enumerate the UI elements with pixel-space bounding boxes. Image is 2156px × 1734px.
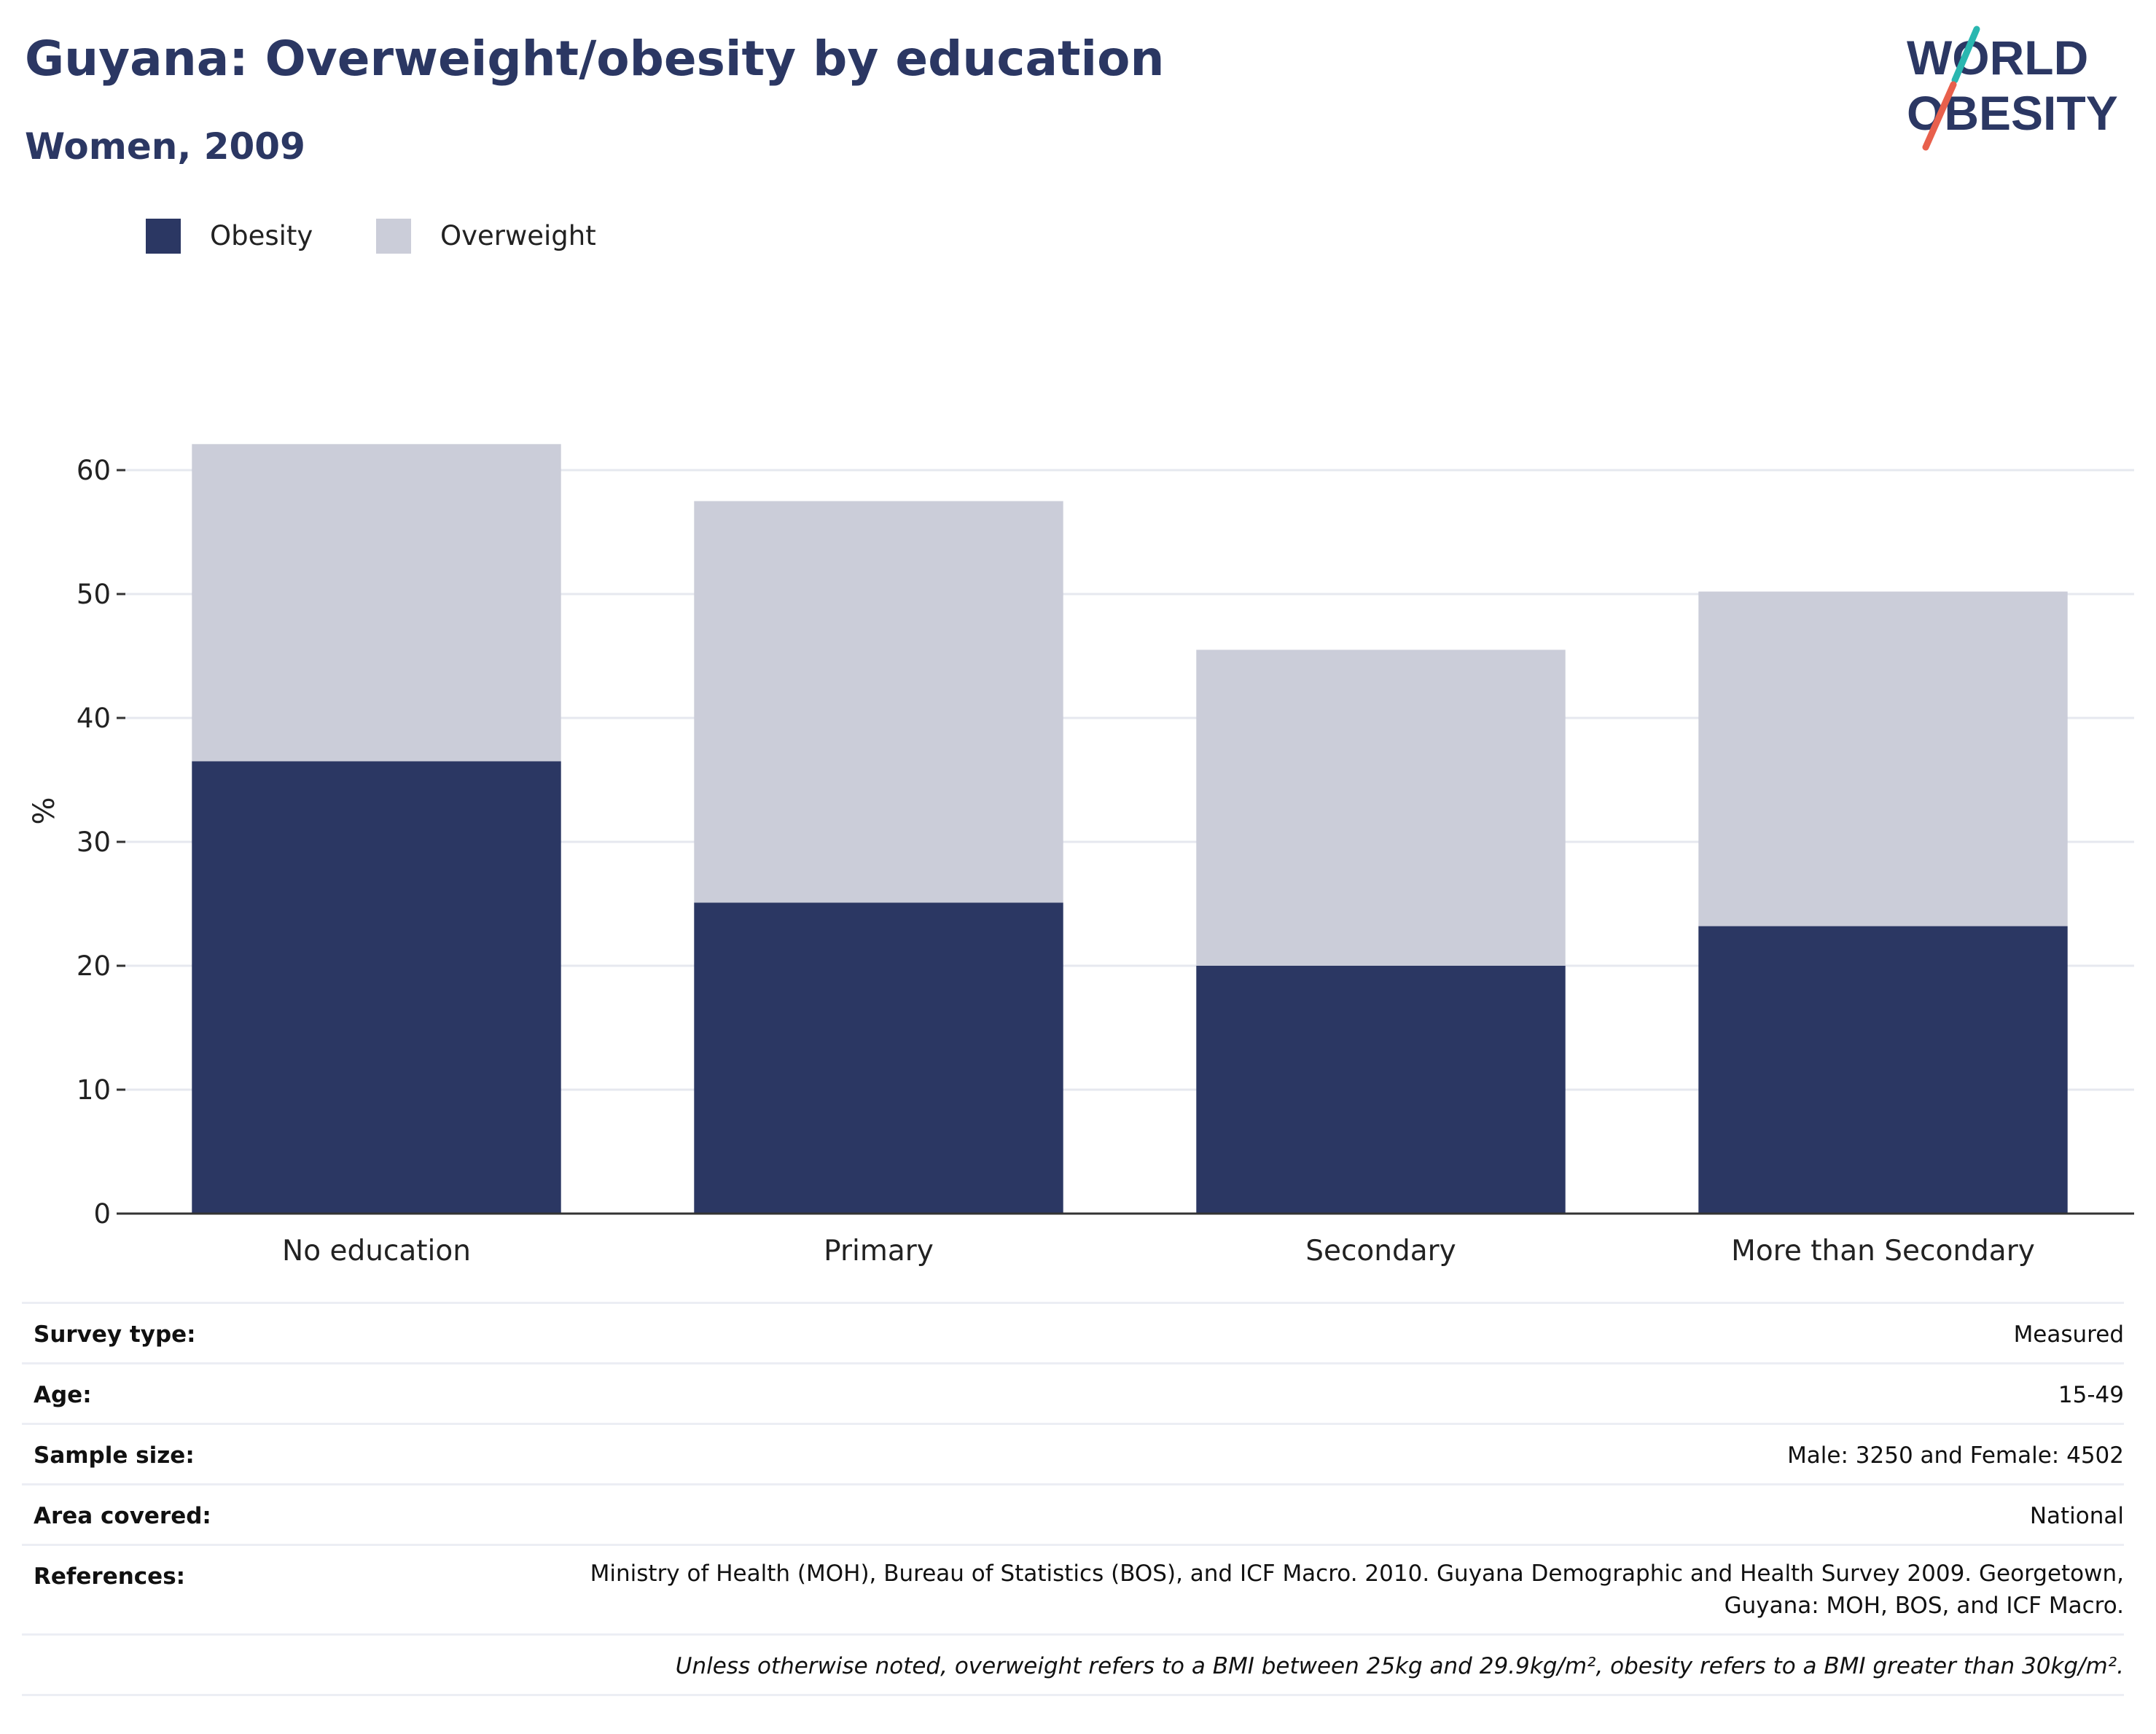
info-row-area-covered: Area covered: National [22,1483,2124,1544]
y-axis-label: % [28,797,61,824]
bar-overweight-primary[interactable] [694,501,1063,903]
info-key: Area covered: [34,1503,211,1529]
footnote-row: Unless otherwise noted, overweight refer… [22,1633,2124,1696]
legend-label-overweight: Overweight [440,220,596,251]
info-key: Survey type: [34,1321,196,1348]
info-key: References: [34,1563,186,1590]
info-value: National [2029,1503,2124,1529]
stacked-bar-chart: 0 10 20 30 40 50 60% No education Primary Seconda… [28,444,2134,1268]
info-key: Sample size: [34,1442,195,1469]
x-tick-label: No education [282,1235,471,1268]
y-tick-label: 0 [93,1198,111,1230]
survey-info-table: Survey type: Measured Age: 15-49 Sample … [22,1302,2124,1696]
legend-swatch-obesity [146,219,181,254]
bar-obesity-primary[interactable] [694,902,1063,1214]
info-value: Male: 3250 and Female: 4502 [1787,1442,2124,1469]
footnote: Unless otherwise noted, overweight refer… [675,1653,2124,1679]
logo-word-world: WORLD [1907,31,2088,85]
bar-obesity-secondary[interactable] [1196,966,1566,1214]
x-tick-label: More than Secondary [1731,1235,2035,1268]
legend-label-obesity: Obesity [210,220,313,251]
info-value: Measured [2013,1321,2124,1348]
bar-overweight-secondary[interactable] [1196,649,1566,966]
logo-slash-coral [1922,81,1957,151]
x-tick-label: Secondary [1305,1235,1456,1268]
y-tick-label: 40 [77,703,111,734]
info-row-references: References: Ministry of Health (MOH), Bu… [22,1544,2124,1633]
x-tick-label: Primary [824,1235,934,1268]
info-row-survey-type: Survey type: Measured [22,1302,2124,1362]
legend-swatch-overweight [376,219,411,254]
bar-overweight-more-than-secondary[interactable] [1698,591,2068,926]
info-value: Ministry of Health (MOH), Bureau of Stat… [590,1561,2124,1619]
bar-obesity-no-education[interactable] [192,761,561,1214]
info-row-sample-size: Sample size: Male: 3250 and Female: 4502 [22,1423,2124,1483]
info-value: 15-49 [2058,1382,2124,1408]
bar-overweight-no-education[interactable] [192,444,561,762]
y-tick-label: 30 [77,827,111,858]
bar-obesity-more-than-secondary[interactable] [1698,926,2068,1214]
y-tick-label: 10 [77,1074,111,1106]
world-obesity-logo: WORLD OBESITY [1907,26,2118,151]
info-key: Age: [34,1382,92,1408]
y-tick-label: 60 [77,455,111,486]
logo-slash-teal [1951,26,1980,84]
chart-title: Guyana: Overweight/obesity by education [25,31,1165,87]
y-tick-label: 50 [77,579,111,610]
chart-subtitle: Women, 2009 [25,125,305,168]
info-row-age: Age: 15-49 [22,1362,2124,1423]
y-tick-label: 20 [77,950,111,982]
